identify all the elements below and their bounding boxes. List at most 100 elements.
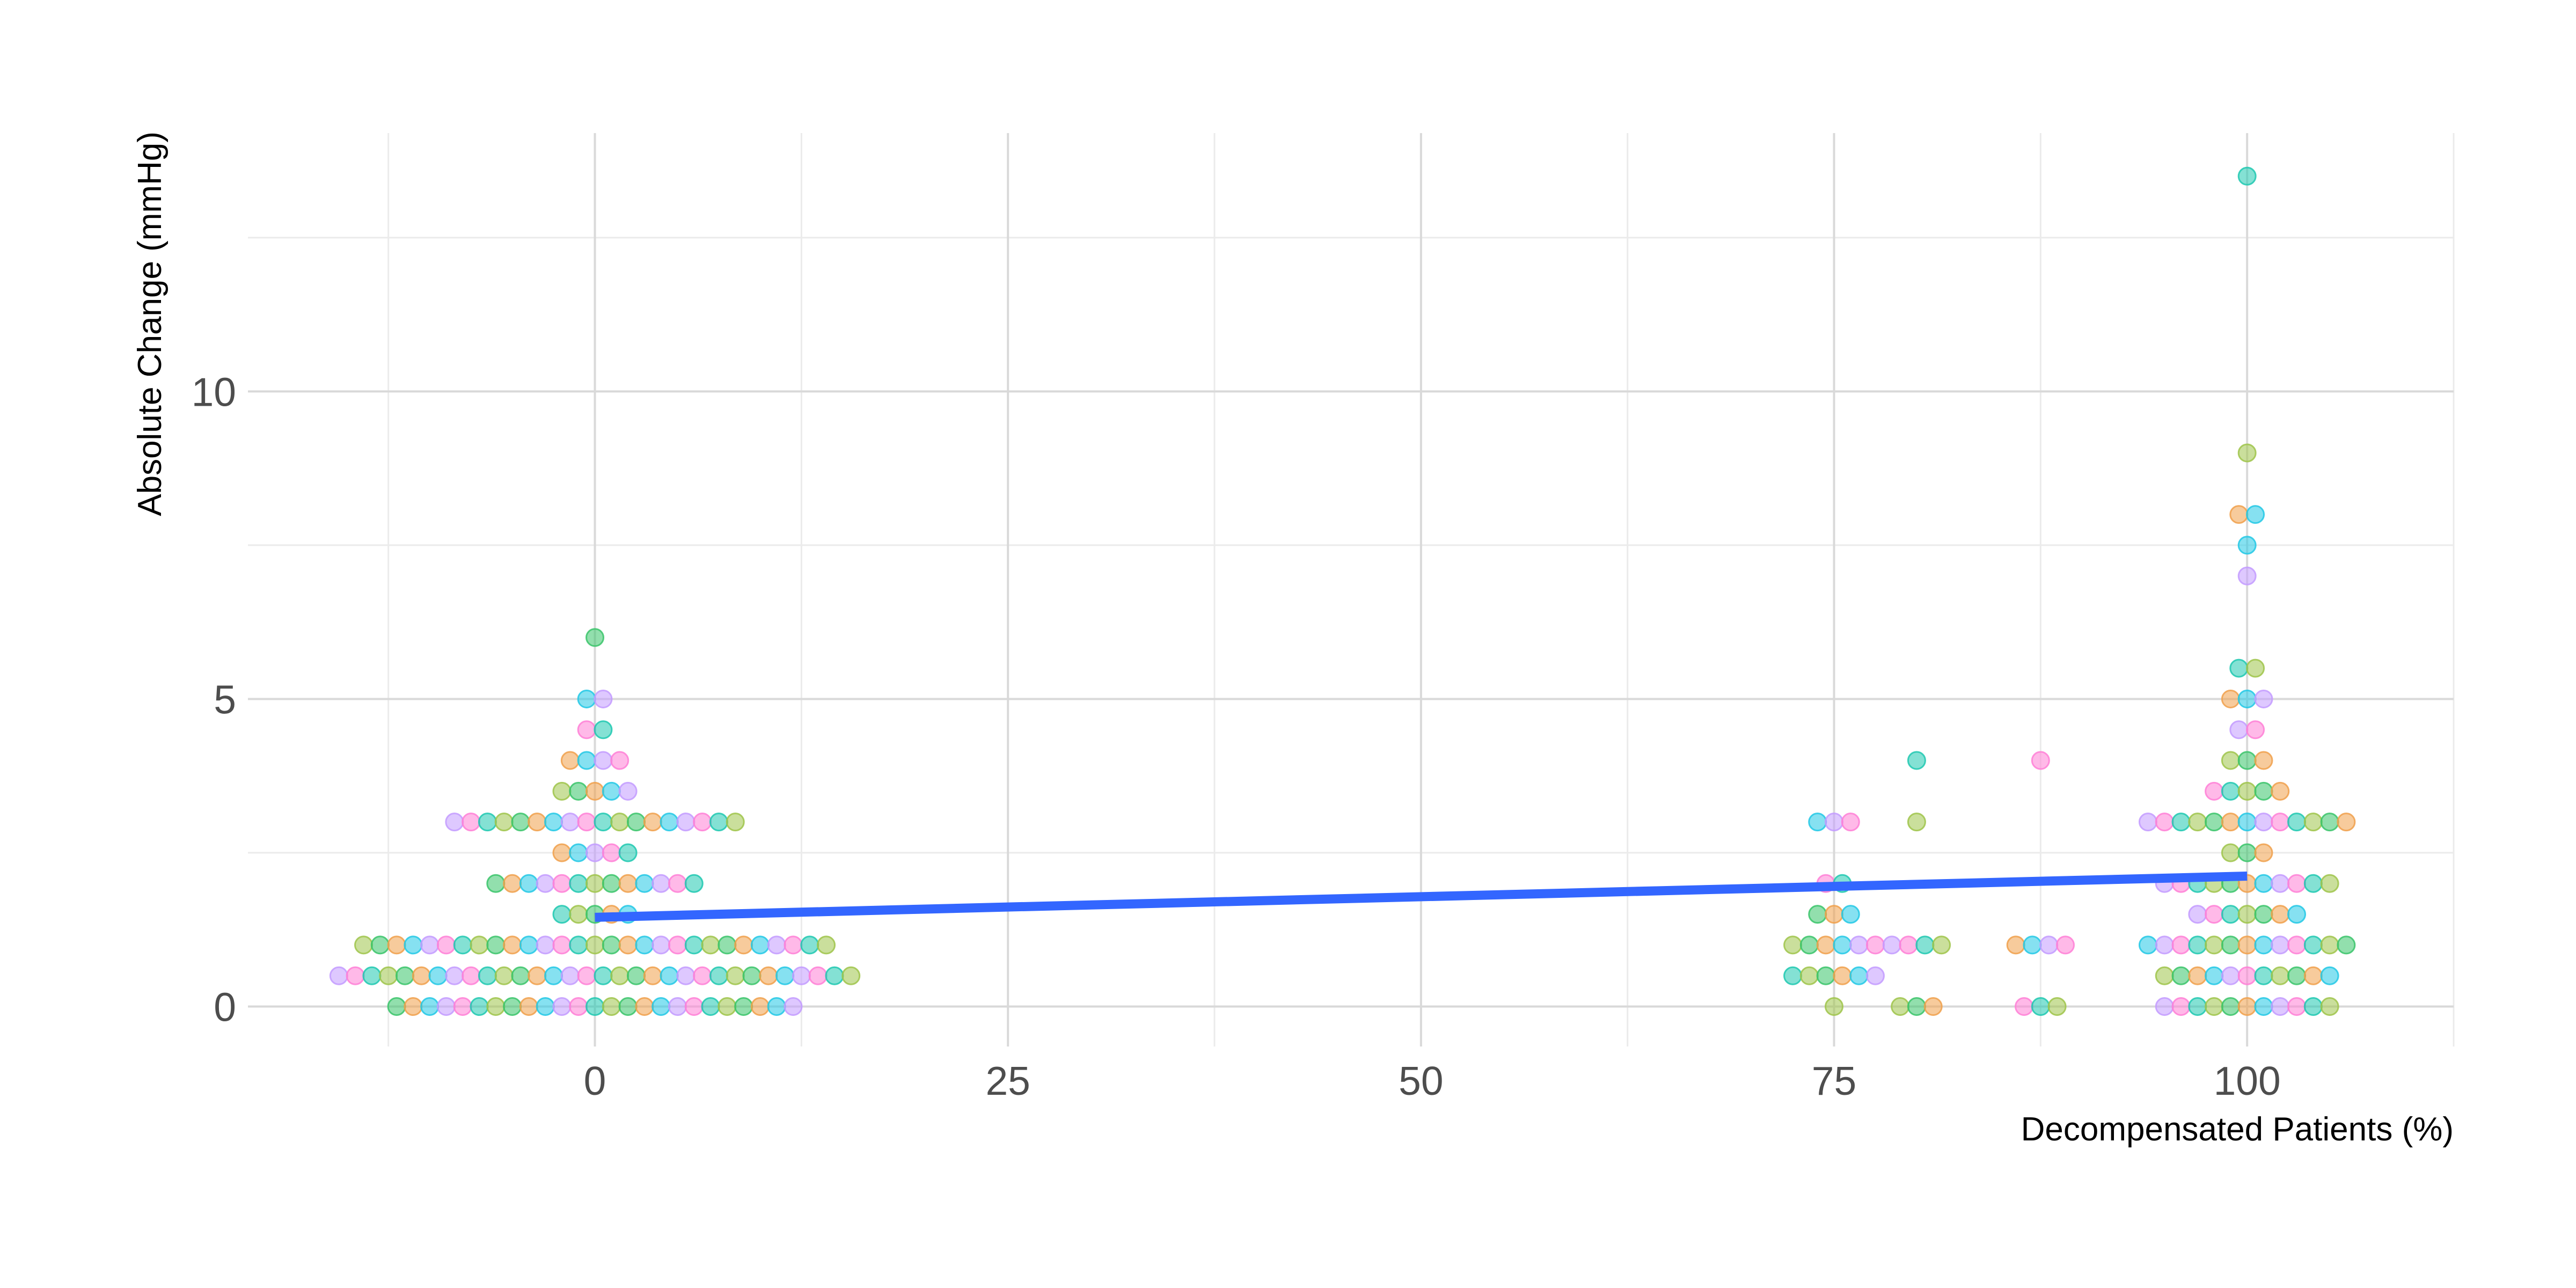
data-point: [1899, 935, 1918, 955]
data-point: [767, 997, 786, 1016]
data-point: [519, 935, 538, 955]
data-point: [2171, 997, 2191, 1016]
data-point: [412, 966, 431, 985]
data-point: [2205, 966, 2224, 985]
data-point: [643, 813, 662, 832]
data-point: [2320, 813, 2339, 832]
data-point: [2221, 751, 2240, 770]
data-point: [676, 966, 696, 985]
y-tick-labels: 0 5 10: [192, 369, 236, 1029]
data-point: [2171, 935, 2191, 955]
data-point: [2337, 813, 2356, 832]
data-point: [2271, 813, 2290, 832]
data-points: [329, 166, 2356, 1016]
data-point: [594, 751, 613, 770]
data-point: [569, 843, 588, 862]
data-point: [1923, 997, 1943, 1016]
data-point: [652, 935, 671, 955]
data-point: [2271, 874, 2290, 893]
data-point: [750, 935, 770, 955]
data-point: [2254, 751, 2273, 770]
data-point: [2031, 751, 2050, 770]
y-axis-title: Absolute Change (mmHg): [131, 131, 169, 516]
data-point: [2237, 781, 2257, 801]
data-point: [552, 905, 572, 924]
data-point: [750, 997, 770, 1016]
data-point: [817, 935, 836, 955]
data-point: [2320, 966, 2339, 985]
data-point: [445, 966, 464, 985]
data-point: [2221, 813, 2240, 832]
data-point: [486, 997, 506, 1016]
data-point: [2205, 997, 2224, 1016]
data-point: [2320, 874, 2339, 893]
data-point: [684, 997, 704, 1016]
x-tick-label: 75: [1812, 1058, 1856, 1103]
data-point: [1865, 935, 1885, 955]
data-point: [2188, 997, 2207, 1016]
data-point: [379, 966, 398, 985]
data-point: [2303, 966, 2323, 985]
data-point: [626, 966, 646, 985]
data-point: [1882, 935, 1901, 955]
data-point: [2237, 166, 2257, 186]
data-point: [684, 935, 704, 955]
data-point: [1907, 751, 1926, 770]
data-point: [1841, 905, 1860, 924]
data-point: [2237, 689, 2257, 708]
data-point: [528, 966, 547, 985]
data-point: [726, 813, 745, 832]
data-point: [387, 935, 406, 955]
data-point: [2155, 966, 2174, 985]
data-point: [2303, 874, 2323, 893]
data-point: [594, 720, 613, 740]
data-point: [2303, 997, 2323, 1016]
data-point: [519, 997, 538, 1016]
data-point: [436, 997, 456, 1016]
x-tick-label: 100: [2214, 1058, 2281, 1103]
data-point: [387, 997, 406, 1016]
data-point: [618, 874, 638, 893]
data-point: [718, 935, 737, 955]
data-point: [602, 997, 621, 1016]
data-point: [2221, 905, 2240, 924]
data-point: [478, 813, 497, 832]
data-point: [2229, 505, 2249, 524]
data-point: [404, 997, 423, 1016]
data-point: [420, 935, 440, 955]
data-point: [2254, 843, 2273, 862]
data-point: [2271, 997, 2290, 1016]
data-point: [577, 813, 596, 832]
data-point: [2254, 813, 2273, 832]
data-point: [2271, 905, 2290, 924]
data-point: [594, 966, 613, 985]
data-point: [2320, 935, 2339, 955]
data-point: [1816, 935, 1835, 955]
data-point: [1849, 935, 1869, 955]
data-point: [2254, 935, 2273, 955]
data-point: [660, 966, 679, 985]
data-point: [784, 997, 803, 1016]
data-point: [2229, 720, 2249, 740]
data-point: [544, 966, 564, 985]
data-point: [709, 813, 728, 832]
data-point: [552, 935, 572, 955]
x-tick-labels: 0 25 50 75 100: [584, 1058, 2281, 1103]
data-point: [2221, 966, 2240, 985]
data-point: [2221, 843, 2240, 862]
data-point: [2171, 966, 2191, 985]
data-point: [577, 689, 596, 708]
data-point: [775, 966, 795, 985]
data-point: [2237, 966, 2257, 985]
data-point: [2138, 813, 2157, 832]
data-point: [1849, 966, 1869, 985]
data-point: [519, 874, 538, 893]
data-point: [552, 843, 572, 862]
data-point: [2287, 997, 2307, 1016]
data-point: [1865, 966, 1885, 985]
data-point: [618, 781, 638, 801]
data-point: [2221, 997, 2240, 1016]
data-point: [346, 966, 365, 985]
data-point: [2303, 813, 2323, 832]
